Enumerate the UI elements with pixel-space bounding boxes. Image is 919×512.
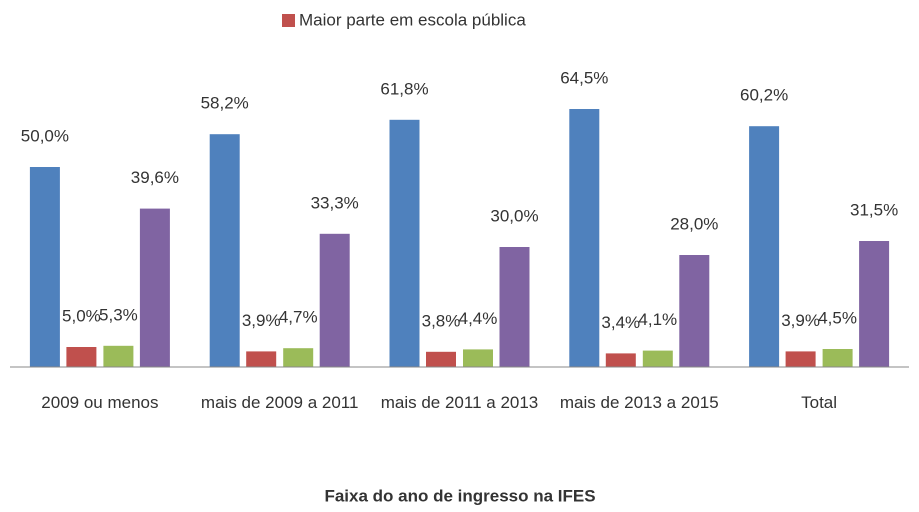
data-label: 5,3% [99, 305, 138, 324]
bar [426, 351, 456, 367]
data-label: 28,0% [670, 214, 718, 233]
x-tick-label: mais de 2009 a 2011 [200, 393, 359, 412]
bar [209, 134, 240, 367]
data-label: 31,5% [850, 200, 898, 219]
x-axis-title: Faixa do ano de ingresso na IFES [324, 486, 595, 505]
bar [246, 351, 277, 367]
legend-label: Maior parte em escola pública [299, 10, 526, 29]
data-label: 4,7% [279, 308, 318, 327]
bar [389, 119, 420, 367]
legend-swatch [282, 14, 295, 27]
bar [283, 348, 314, 367]
data-label: 61,8% [380, 79, 428, 98]
data-label: 4,5% [818, 308, 857, 327]
data-label: 33,3% [311, 193, 359, 212]
bar [785, 351, 816, 367]
data-label: 3,9% [242, 311, 281, 330]
bar [29, 167, 60, 367]
x-tick-label: mais de 2013 a 2015 [559, 393, 719, 412]
bar [859, 241, 890, 367]
bar [319, 233, 350, 367]
bar [139, 208, 170, 367]
data-label: 3,9% [781, 311, 820, 330]
data-label: 60,2% [740, 86, 788, 105]
bar [463, 349, 493, 367]
data-label: 30,0% [490, 206, 538, 225]
data-label: 4,1% [638, 310, 677, 329]
x-tick-label: 2009 ou menos [41, 393, 159, 412]
bar [605, 353, 636, 367]
data-label: 3,8% [422, 311, 461, 330]
data-label: 64,5% [560, 68, 608, 87]
data-label: 3,4% [601, 313, 640, 332]
bar [679, 255, 710, 367]
data-label: 39,6% [131, 168, 179, 187]
bar [66, 347, 97, 367]
bar [103, 345, 134, 367]
data-label: 5,0% [62, 306, 101, 325]
x-tick-label: Total [801, 393, 838, 412]
data-label: 50,0% [21, 126, 69, 145]
bar [749, 126, 780, 367]
bar [569, 109, 600, 367]
data-label: 4,4% [459, 309, 498, 328]
data-label: 58,2% [201, 94, 249, 113]
bar [499, 247, 530, 367]
bar [642, 350, 673, 367]
bar [822, 349, 853, 367]
x-tick-label: mais de 2011 a 2013 [380, 393, 539, 412]
